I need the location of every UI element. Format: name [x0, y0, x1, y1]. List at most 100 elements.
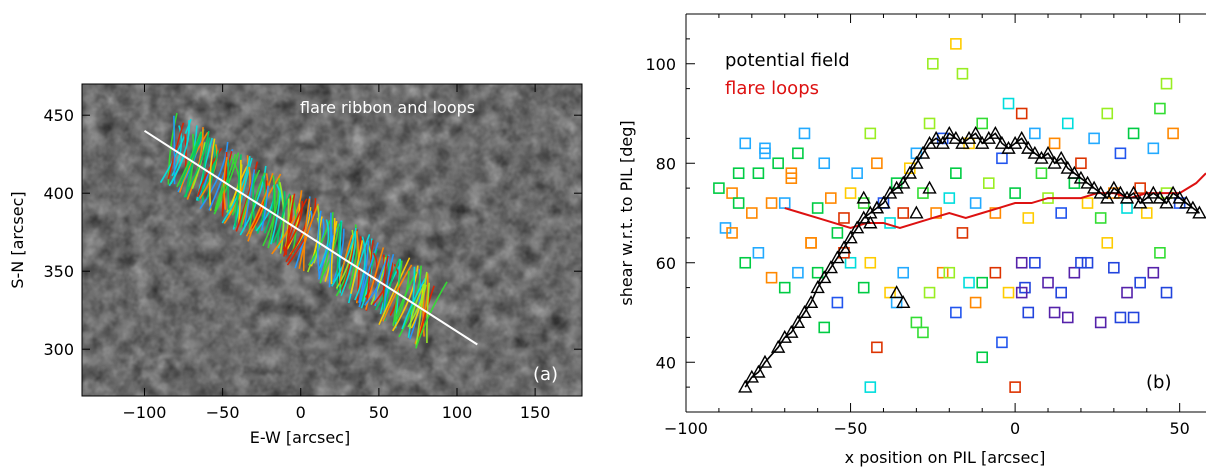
flare-loop — [267, 175, 276, 249]
panel-a-ytick-label: 450 — [43, 106, 74, 125]
potential-field-triangle — [803, 295, 819, 309]
shear-square-point — [976, 276, 989, 289]
shear-square-point — [950, 38, 962, 50]
potential-field-triangle — [1165, 185, 1181, 199]
flare-loop — [401, 277, 427, 330]
flare-loop — [283, 198, 308, 257]
shear-square-point — [1101, 107, 1114, 120]
potential-field-triangle — [935, 135, 950, 149]
shear-square-point — [1114, 147, 1127, 160]
shear-square-point — [923, 117, 936, 130]
potential-field-triangle — [817, 270, 832, 284]
shear-square-point — [950, 167, 962, 179]
shear-square-point — [1094, 316, 1107, 329]
potential-field-triangle — [1172, 190, 1187, 204]
potential-field-triangle — [1021, 140, 1036, 154]
panel-b-xtick-label: −50 — [834, 419, 868, 438]
panel-b-xtick-label: 0 — [1010, 419, 1020, 438]
shear-square-point — [996, 152, 1008, 165]
shear-square-point — [805, 237, 817, 249]
potential-field-triangle — [909, 155, 924, 169]
shear-square-point — [851, 167, 863, 179]
potential-field-triangle — [1073, 170, 1089, 184]
potential-field-triangle — [1126, 185, 1141, 199]
shear-square-point — [765, 271, 778, 284]
flare-loop — [223, 155, 249, 225]
flare-loop — [379, 263, 402, 315]
shear-square-point — [996, 336, 1008, 349]
potential-field-triangle — [856, 190, 871, 204]
shear-square-point — [1075, 157, 1087, 170]
flare-loop — [228, 166, 248, 216]
shear-square-point — [1009, 381, 1021, 393]
potential-field-triangle — [1100, 190, 1115, 204]
potential-field-triangle — [810, 280, 825, 294]
flare-loop — [279, 182, 285, 254]
panel-a-ylabel: S-N [arcsec] — [8, 191, 27, 288]
flare-loop — [415, 281, 448, 349]
flare-loop — [209, 138, 216, 211]
shear-square-point — [976, 351, 989, 364]
potential-field-triangle — [770, 339, 786, 353]
panel-a: flare ribbon and loops (a) −100 −50 0 50 100… — [8, 83, 583, 447]
potential-field-triangle — [863, 215, 878, 229]
potential-field-triangle — [1014, 130, 1029, 144]
shear-square-point — [765, 197, 778, 209]
panel-a-ticks: −100 −50 0 50 100 150 300 350 400 450 — [43, 84, 582, 422]
potential-field-triangle — [896, 175, 911, 189]
potential-field-triangle — [1067, 165, 1082, 179]
panel-a-xtick-label: −50 — [206, 403, 240, 422]
shear-square-point — [1101, 237, 1114, 249]
shear-square-point — [864, 256, 877, 269]
shear-square-point — [950, 306, 962, 319]
flare-loop — [330, 220, 338, 285]
shear-square-point — [1114, 311, 1127, 324]
potential-field-triangle — [889, 285, 904, 299]
legend-flare-loops: flare loops — [725, 78, 819, 99]
shear-square-point — [857, 281, 870, 294]
shear-square-point — [1042, 276, 1054, 289]
shear-square-point — [825, 192, 837, 204]
shear-square-point — [969, 197, 982, 209]
flare-loop — [358, 240, 370, 304]
shear-square-point — [785, 167, 798, 179]
shear-square-point — [943, 266, 956, 279]
flare-loop — [392, 265, 419, 332]
panel-b-xlabel: x position on PIL [arcsec] — [845, 448, 1046, 467]
potential-field-line — [744, 132, 1200, 388]
potential-field-triangle — [915, 145, 931, 159]
flare-loop — [317, 210, 322, 277]
shear-square-point — [778, 197, 791, 209]
shear-square-point — [1108, 261, 1120, 274]
shear-square-point — [956, 227, 969, 239]
panel-a-ytick-label: 350 — [43, 262, 74, 281]
shear-square-point — [963, 276, 975, 289]
potential-field-triangle — [994, 135, 1010, 149]
shear-square-point — [871, 341, 883, 354]
shear-square-point — [726, 187, 738, 199]
flare-loop — [317, 219, 330, 271]
flare-loop — [395, 270, 410, 323]
potential-field-triangle — [948, 130, 964, 144]
shear-square-point — [1081, 197, 1094, 209]
potential-field-triangle — [902, 165, 917, 179]
panel-b-xtick-label: −100 — [664, 419, 708, 438]
panel-a-annotation: flare ribbon and loops — [300, 98, 475, 117]
shear-square-point — [732, 167, 745, 179]
potential-field-triangle — [757, 354, 773, 368]
shear-square-point — [897, 266, 910, 279]
shear-square-point — [1002, 286, 1015, 299]
flare-loop — [183, 130, 210, 198]
potential-field-triangle — [1054, 150, 1069, 164]
flare-loop — [409, 282, 426, 329]
panel-a-ytick-label: 400 — [43, 184, 74, 203]
potential-field-triangle — [1159, 195, 1174, 209]
shear-square-point — [831, 227, 844, 239]
shear-square-point — [982, 177, 995, 189]
flare-loop — [186, 127, 204, 200]
panel-a-xlabel: E-W [arcsec] — [250, 428, 350, 447]
shear-square-point — [936, 266, 949, 279]
potential-field-triangle — [1060, 160, 1075, 174]
shear-square-point — [910, 316, 923, 329]
panel-b-ytick-label: 60 — [656, 254, 676, 273]
